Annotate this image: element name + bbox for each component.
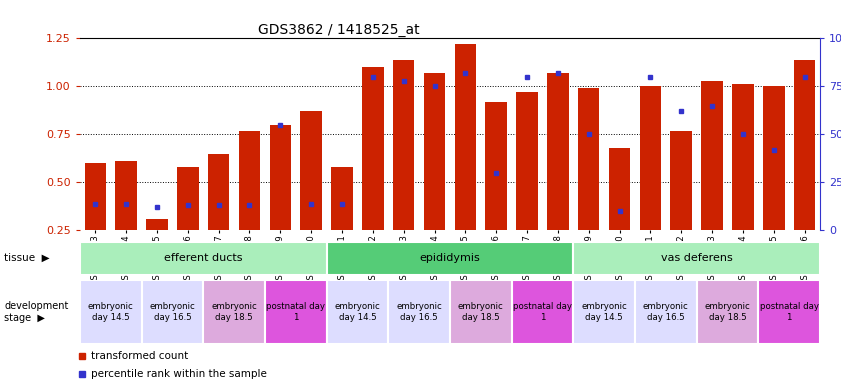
Text: percentile rank within the sample: percentile rank within the sample (91, 369, 267, 379)
Bar (639, 86, 661, 230)
Bar (794, 60, 815, 230)
Text: postnatal day
1: postnatal day 1 (267, 302, 325, 322)
Bar (326, 242, 574, 275)
Text: embryonic
day 14.5: embryonic day 14.5 (87, 302, 134, 322)
Bar (732, 84, 754, 230)
Bar (239, 131, 261, 230)
Bar (326, 280, 389, 344)
Bar (485, 102, 507, 230)
Text: tissue  ▶: tissue ▶ (4, 253, 50, 263)
Bar (84, 163, 106, 230)
Text: vas deferens: vas deferens (661, 253, 733, 263)
Bar (393, 60, 415, 230)
Bar (516, 92, 537, 230)
Text: embryonic
day 18.5: embryonic day 18.5 (458, 302, 504, 322)
Text: postnatal day
1: postnatal day 1 (759, 302, 818, 322)
Bar (450, 280, 511, 344)
Bar (670, 131, 692, 230)
Text: embryonic
day 14.5: embryonic day 14.5 (581, 302, 627, 322)
Bar (763, 86, 785, 230)
Text: embryonic
day 16.5: embryonic day 16.5 (643, 302, 689, 322)
Text: embryonic
day 14.5: embryonic day 14.5 (335, 302, 380, 322)
Text: epididymis: epididymis (420, 253, 480, 263)
Text: development
stage  ▶: development stage ▶ (4, 301, 69, 323)
Bar (300, 111, 322, 230)
Bar (265, 280, 326, 344)
Bar (362, 67, 383, 230)
Bar (609, 148, 630, 230)
Bar (80, 242, 326, 275)
Bar (204, 280, 265, 344)
Bar (574, 280, 635, 344)
Text: embryonic
day 18.5: embryonic day 18.5 (705, 302, 750, 322)
Bar (701, 81, 722, 230)
Bar (177, 167, 198, 230)
Text: embryonic
day 18.5: embryonic day 18.5 (211, 302, 257, 322)
Text: embryonic
day 16.5: embryonic day 16.5 (150, 302, 195, 322)
Text: efferent ducts: efferent ducts (164, 253, 242, 263)
Bar (389, 280, 450, 344)
Bar (574, 242, 820, 275)
Bar (115, 161, 137, 230)
Bar (146, 219, 167, 230)
Text: postnatal day
1: postnatal day 1 (513, 302, 572, 322)
Bar (696, 280, 759, 344)
Bar (511, 280, 574, 344)
Bar (547, 73, 569, 230)
Bar (635, 280, 696, 344)
Bar (759, 280, 820, 344)
Title: GDS3862 / 1418525_at: GDS3862 / 1418525_at (258, 23, 420, 37)
Bar (331, 167, 353, 230)
Text: embryonic
day 16.5: embryonic day 16.5 (396, 302, 442, 322)
Text: transformed count: transformed count (91, 351, 188, 361)
Bar (424, 73, 446, 230)
Bar (269, 125, 291, 230)
Bar (454, 44, 476, 230)
Bar (208, 154, 230, 230)
Bar (141, 280, 204, 344)
Bar (80, 280, 141, 344)
Bar (578, 88, 600, 230)
